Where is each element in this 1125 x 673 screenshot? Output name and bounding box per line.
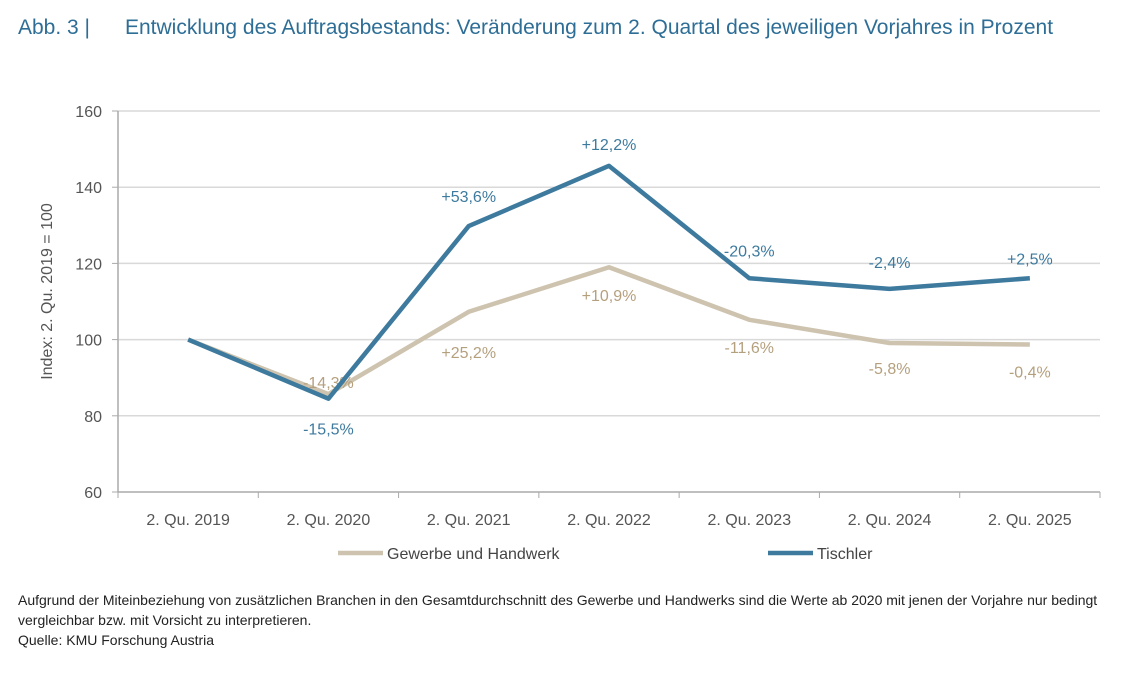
line-chart: 60 80 100 120 140 160 2. Qu. 2019 2. Qu. 2020 2.…	[39, 104, 1101, 563]
data-label: +2,5%	[1007, 251, 1053, 268]
legend-label: Tischler	[817, 546, 873, 563]
data-label: +10,9%	[582, 288, 637, 305]
data-label: -14,3%	[303, 375, 354, 392]
x-tick-label: 2. Qu. 2025	[988, 512, 1072, 529]
x-tick-label: 2. Qu. 2022	[567, 512, 651, 529]
data-label: -2,4%	[869, 255, 911, 272]
y-tick-label: 140	[75, 180, 102, 197]
y-tick-label: 120	[75, 256, 102, 273]
y-tick-label: 100	[75, 333, 102, 350]
figure-label: Abb. 3 |	[18, 16, 91, 39]
x-tick-label: 2. Qu. 2020	[287, 512, 371, 529]
x-tick-label: 2. Qu. 2019	[146, 512, 230, 529]
data-label: -11,6%	[725, 340, 775, 357]
y-axis-label: Index: 2. Qu. 2019 = 100	[39, 203, 56, 380]
data-label: -20,3%	[724, 243, 775, 260]
x-tick-label: 2. Qu. 2023	[707, 512, 791, 529]
legend-label: Gewerbe und Handwerk	[387, 546, 561, 563]
data-label: +25,2%	[441, 345, 496, 362]
x-tick-label: 2. Qu. 2021	[427, 512, 511, 529]
data-label: +53,6%	[441, 189, 496, 206]
x-tick-label: 2. Qu. 2024	[848, 512, 932, 529]
y-tick-label: 80	[84, 409, 102, 426]
footnote: Aufgrund der Miteinbeziehung von zusätzl…	[18, 592, 1098, 628]
data-label: +12,2%	[582, 137, 637, 154]
title-text: Entwicklung des Auftragsbestands: Veränd…	[125, 16, 1054, 39]
data-label: -5,8%	[869, 361, 911, 378]
data-label: -15,5%	[303, 422, 354, 439]
y-tick-label: 160	[75, 104, 102, 121]
y-tick-label: 60	[84, 485, 102, 502]
source: Quelle: KMU Forschung Austria	[18, 632, 215, 648]
footnote-block: Aufgrund der Miteinbeziehung von zusätzl…	[18, 590, 1118, 650]
data-label: -0,4%	[1009, 365, 1051, 382]
